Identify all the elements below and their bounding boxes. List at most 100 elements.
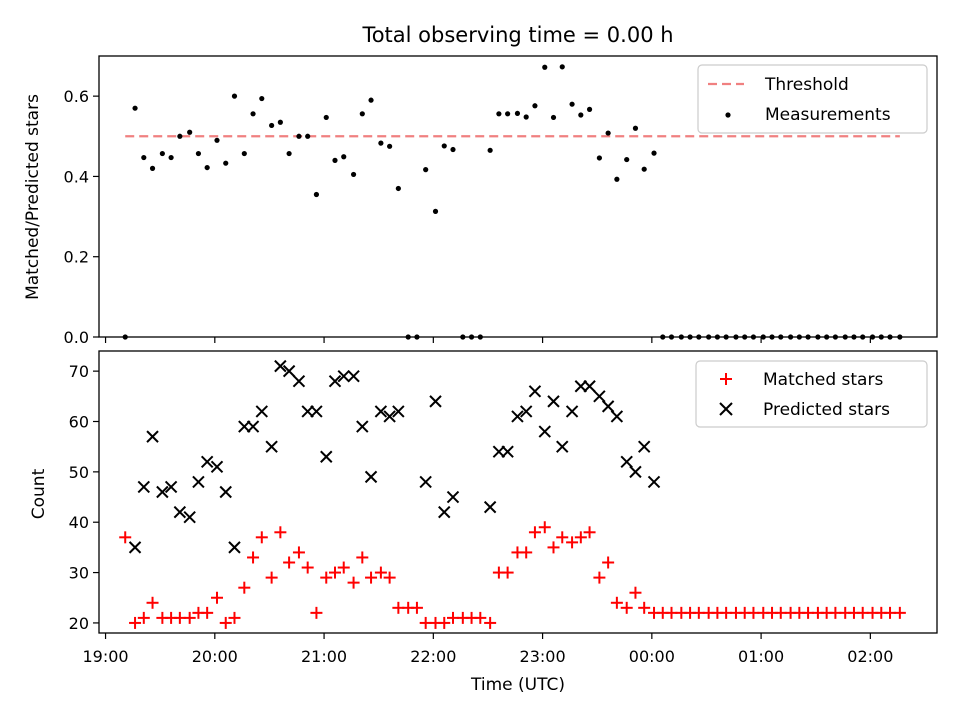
measurement-point <box>378 140 384 146</box>
predicted-star-marker <box>647 475 661 489</box>
counts-y-tick-label: 20 <box>69 614 89 633</box>
measurement-point <box>523 114 529 120</box>
counts-y-tick-label: 70 <box>69 362 89 381</box>
x-tick-label: 00:00 <box>629 647 675 666</box>
counts-y-tick-label: 50 <box>69 463 89 482</box>
ratio-legend: Threshold Measurements <box>697 64 928 134</box>
predicted-star-marker <box>200 455 214 468</box>
matched-star-marker <box>528 526 541 539</box>
predicted-star-marker <box>228 541 241 554</box>
matched-star-marker <box>893 606 906 619</box>
ratio-y-tick-label: 0.0 <box>64 328 89 347</box>
predicted-star-marker <box>501 445 514 458</box>
predicted-star-marker <box>519 405 533 418</box>
matched-star-marker <box>301 561 314 574</box>
predicted-star-marker <box>320 450 333 463</box>
counts-legend: Matched stars Predicted stars <box>695 360 928 428</box>
measurement-point <box>168 154 174 161</box>
ratio-panel-ticks: 0.0 0.2 0.4 0.6 <box>64 87 871 347</box>
matched-star-marker <box>374 566 387 579</box>
measurement-point <box>359 111 365 117</box>
matched-star-marker <box>119 531 132 544</box>
matched-star-marker <box>383 571 396 584</box>
predicted-star-marker <box>364 470 378 484</box>
ratio-y-tick-label: 0.6 <box>64 87 89 106</box>
matched-star-marker <box>520 546 533 559</box>
measurement-point <box>432 208 439 214</box>
predicted-star-marker <box>310 405 323 418</box>
measurement-point <box>651 150 657 156</box>
matched-star-marker <box>219 616 232 629</box>
matched-star-marker <box>410 601 423 614</box>
matched-star-marker <box>365 571 378 584</box>
measurement-point <box>341 154 347 160</box>
predicted-star-marker <box>429 395 442 408</box>
predicted-star-marker <box>219 485 232 499</box>
legend-matched-label: Matched stars <box>763 370 883 390</box>
ratio-y-axis-label: Matched/Predicted stars <box>23 94 43 300</box>
predicted-star-marker <box>438 505 451 519</box>
counts-panel-frame <box>98 350 938 634</box>
predicted-star-marker <box>483 500 497 514</box>
predicted-star-marker <box>556 440 569 453</box>
measurement-point <box>214 137 220 143</box>
predicted-star-marker <box>547 395 560 408</box>
predicted-star-marker <box>292 375 306 388</box>
measurement-point <box>614 176 620 182</box>
measurement-point <box>559 64 565 70</box>
measurement-point <box>596 155 602 161</box>
measurement-point <box>286 150 292 157</box>
measurement-point <box>195 150 202 157</box>
measurement-point <box>423 167 429 173</box>
matched-star-marker <box>137 611 150 624</box>
predicted-star-marker <box>374 405 388 418</box>
x-tick-label: 19:00 <box>83 647 129 666</box>
x-tick-label: 01:00 <box>738 647 784 666</box>
measurement-point <box>305 133 311 139</box>
x-axis-label: Time (UTC) <box>470 675 565 695</box>
predicted-star-marker <box>328 375 342 388</box>
predicted-star-marker <box>610 410 624 423</box>
measurement-point <box>323 114 329 121</box>
matched-star-marker <box>210 591 223 604</box>
matched-stars-points <box>119 521 906 629</box>
measurement-point <box>578 112 584 118</box>
x-tick-label: 20:00 <box>192 647 238 666</box>
matched-star-marker <box>274 526 287 539</box>
x-tick-label: 21:00 <box>301 647 347 666</box>
x-tick-label: 23:00 <box>520 647 566 666</box>
measurement-point <box>450 146 456 153</box>
measurement-point <box>177 133 183 139</box>
matched-star-marker <box>283 556 296 569</box>
chart-title: Total observing time = 0.00 h <box>361 23 673 47</box>
predicted-star-marker <box>620 455 633 468</box>
matched-star-marker <box>265 571 278 584</box>
matched-star-marker <box>347 576 360 589</box>
predicted-star-marker <box>446 490 460 504</box>
predicted-star-marker <box>164 480 178 494</box>
matched-star-marker <box>146 596 159 609</box>
measurement-point <box>149 165 156 171</box>
ratio-panel-frame <box>98 55 938 338</box>
matched-star-marker <box>593 571 606 584</box>
measurement-point <box>204 164 210 171</box>
predicted-star-marker <box>183 510 196 524</box>
matched-star-marker <box>310 606 323 619</box>
measurement-point <box>296 133 302 139</box>
predicted-star-marker <box>593 390 606 403</box>
measurement-point <box>395 185 401 192</box>
matched-star-marker <box>356 551 369 564</box>
predicted-star-marker <box>137 480 151 494</box>
predicted-star-marker <box>356 420 369 433</box>
measurement-point <box>187 129 193 135</box>
matched-star-marker <box>183 611 196 624</box>
measurement-point <box>496 111 502 117</box>
matched-star-marker <box>602 556 615 569</box>
matched-star-marker <box>538 521 551 534</box>
x-tick-label: 02:00 <box>847 647 893 666</box>
ratio-legend-box <box>697 64 928 134</box>
predicted-star-marker <box>156 485 169 499</box>
predicted-star-marker <box>210 460 224 474</box>
matched-star-marker <box>320 571 333 584</box>
matched-star-marker <box>638 601 651 614</box>
